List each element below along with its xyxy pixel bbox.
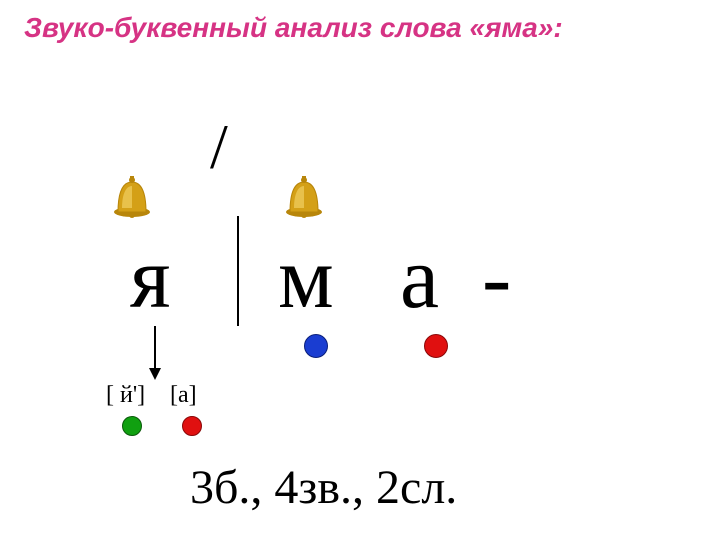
phoneme-label: [а] (170, 382, 197, 409)
syllable-divider (237, 216, 239, 326)
letter: а (400, 228, 439, 329)
letter: м (278, 228, 334, 329)
bell-icon (108, 172, 156, 220)
page-title: Звуко-буквенный анализ слова «яма»: (24, 12, 563, 44)
sound-dot (304, 334, 328, 358)
summary-line: 3б., 4зв., 2сл. (190, 460, 457, 515)
sound-dot (122, 416, 142, 436)
letter: я (130, 228, 170, 329)
letter: - (482, 228, 511, 329)
stress-mark: / (210, 110, 228, 184)
bell-icon (280, 172, 328, 220)
decomposition-arrow (0, 0, 720, 540)
sound-dot (424, 334, 448, 358)
sound-dot (182, 416, 202, 436)
phoneme-label: [ й'] (106, 382, 145, 409)
